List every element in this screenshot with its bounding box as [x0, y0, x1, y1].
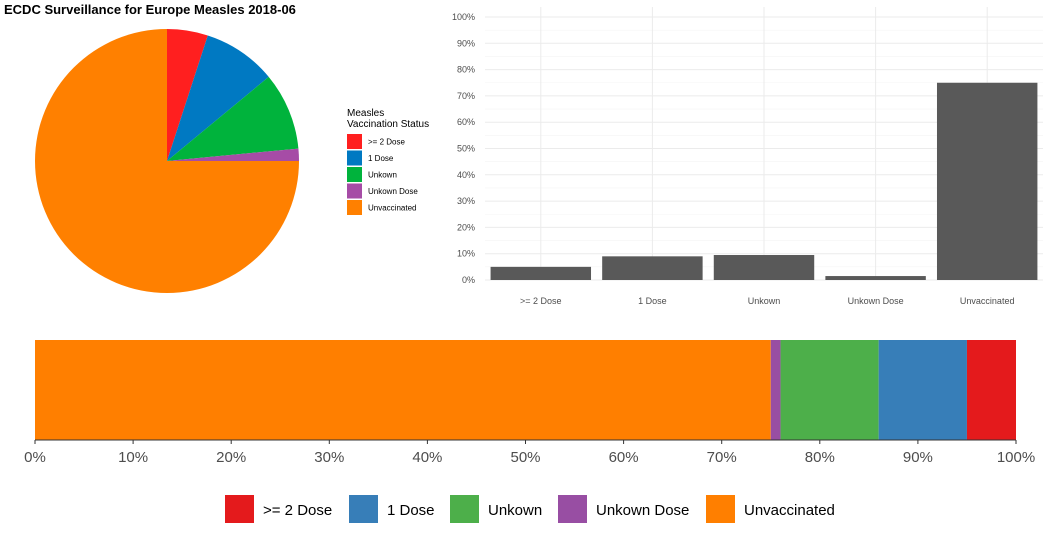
chart-title: ECDC Surveillance for Europe Measles 201…	[4, 2, 296, 17]
stack-legend-key-2-dose	[225, 495, 254, 523]
stack-segment-unkown	[780, 340, 879, 440]
pie-chart	[35, 29, 299, 293]
stack-x-tick-label: 90%	[903, 449, 933, 466]
bar-x-tick-label: Unkown	[748, 296, 781, 306]
bar-y-tick-label: 0%	[462, 275, 475, 285]
pie-slice-unvaccinated	[35, 29, 299, 293]
pie-legend-label-unkown: Unkown	[368, 171, 397, 180]
pie-legend-title-line-1: Measles	[347, 108, 384, 119]
bar-y-tick-label: 60%	[457, 117, 475, 127]
pie-legend-label-unvaccinated: Unvaccinated	[368, 204, 416, 213]
stack-x-tick-label: 20%	[216, 449, 246, 466]
pie-legend-label-1-dose: 1 Dose	[368, 154, 394, 163]
stack-x-tick-label: 30%	[314, 449, 344, 466]
pie-slice-unkown	[167, 76, 299, 161]
bar-y-tick-label: 30%	[457, 196, 475, 206]
bar-y-tick-label: 10%	[457, 249, 475, 259]
bar-2-dose	[490, 266, 592, 280]
stacked-bar-chart: 0% 10% 20% 30% 40% 50% 60% 70% 80% 90% 100%	[24, 340, 1035, 466]
stack-legend-label-1-dose: 1 Dose	[387, 502, 435, 519]
bar-y-tick-label: 40%	[457, 170, 475, 180]
stack-x-tick-label: 70%	[707, 449, 737, 466]
bar-unkown-dose	[825, 276, 926, 280]
stack-x-tick-label: 100%	[997, 449, 1035, 466]
pie-legend-key-unkown	[347, 167, 362, 182]
pie-slice-unkown-dose	[167, 148, 299, 161]
stack-legend-label-unkown-dose: Unkown Dose	[596, 502, 689, 519]
bar-y-tick-label: 50%	[457, 144, 475, 154]
bar-x-tick-label: Unvaccinated	[960, 296, 1015, 306]
bar-unkown	[713, 255, 815, 280]
bar-x-tick-label: >= 2 Dose	[520, 296, 562, 306]
stack-legend-key-unkown-dose	[558, 495, 587, 523]
bar-unvaccinated	[936, 82, 1038, 280]
stack-x-tick-label: 10%	[118, 449, 148, 466]
pie-legend-label-unkown-dose: Unkown Dose	[368, 187, 418, 196]
pie-slice-2-dose	[167, 29, 208, 161]
pie-legend-key-1-dose	[347, 150, 362, 166]
stack-x-tick-label: 50%	[510, 449, 540, 466]
bar-x-tick-label: 1 Dose	[638, 296, 667, 306]
pie-legend-label-2-dose: >= 2 Dose	[368, 138, 405, 147]
stack-legend-label-unkown: Unkown	[488, 502, 542, 519]
pie-legend-key-unkown-dose	[347, 183, 362, 199]
stack-segment-1-dose	[878, 340, 967, 440]
pie-legend-key-2-dose	[347, 134, 362, 149]
stack-x-tick-label: 80%	[805, 449, 835, 466]
stack-x-tick-label: 60%	[609, 449, 639, 466]
bar-y-tick-label: 20%	[457, 222, 475, 232]
stack-segment-unvaccinated	[35, 340, 771, 440]
stack-legend-label-2-dose: >= 2 Dose	[263, 502, 332, 519]
stack-legend-label-unvaccinated: Unvaccinated	[744, 502, 835, 519]
pie-slice-1-dose	[167, 35, 269, 161]
bar-1-dose	[602, 256, 703, 280]
bar-y-tick-label: 70%	[457, 91, 475, 101]
stack-legend-key-1-dose	[349, 495, 378, 523]
bar-chart: 0% 10% 20% 30% 40% 50% 60% 70% 80% 90% 100% >= 2 Do…	[452, 7, 1043, 306]
bar-x-tick-label: Unkown Dose	[848, 296, 904, 306]
stack-segment-2-dose	[966, 340, 1016, 440]
stack-legend-key-unvaccinated	[706, 495, 735, 523]
stacked-bar-legend: >= 2 Dose 1 Dose Unkown Unkown Dose Unvaccin…	[225, 495, 835, 523]
stack-segment-unkown-dose	[770, 340, 781, 440]
pie-legend-title-line-2: Vaccination Status	[347, 119, 429, 130]
bar-y-tick-label: 80%	[457, 65, 475, 75]
pie-legend-key-unvaccinated	[347, 200, 362, 215]
stack-x-tick-label: 40%	[412, 449, 442, 466]
stack-legend-key-unkown	[450, 495, 479, 523]
bar-y-tick-label: 100%	[452, 12, 475, 22]
bar-y-tick-label: 90%	[457, 38, 475, 48]
stack-x-tick-label: 0%	[24, 449, 46, 466]
